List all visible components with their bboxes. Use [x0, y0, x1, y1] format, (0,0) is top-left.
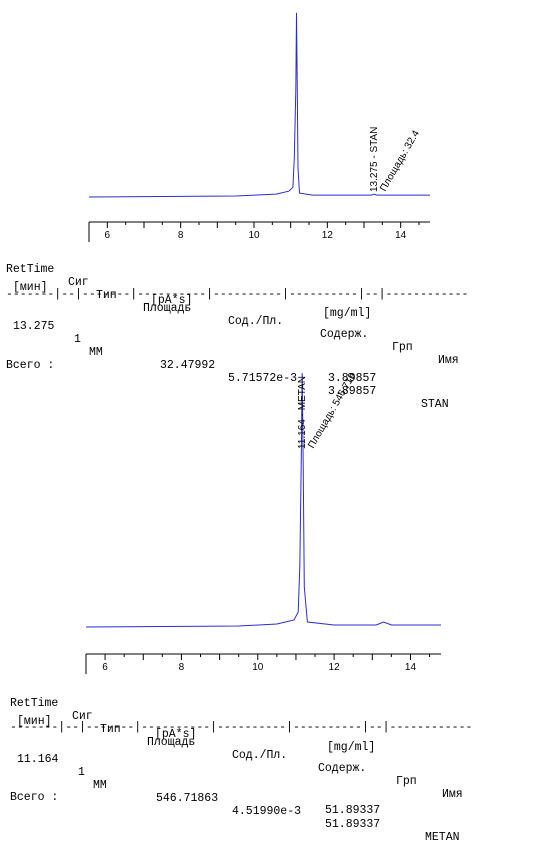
- cell-amount: 3.89857: [328, 385, 377, 398]
- total-label: Всего :: [10, 791, 59, 804]
- table-2-total: Всего : 51.89337: [10, 778, 380, 817]
- cell-area: 32.47992: [160, 359, 216, 372]
- col-header-amount: Содерж.: [320, 328, 369, 341]
- x-tick-label: 10: [248, 230, 260, 241]
- peak-area-label: Площадь: 546.719: [306, 371, 358, 451]
- cell-type: MM: [93, 779, 107, 792]
- table-2-header-row-1: RetTime Сиг Тип Площадь Сод./Пл. Содерж.…: [10, 684, 463, 801]
- peak-label: 11.164 - METAN: [297, 376, 308, 449]
- col-header-rettime: RetTime: [6, 263, 55, 276]
- chromatogram-1-x-axis: 6 8 10 12 14: [88, 221, 430, 242]
- col-header-name: Имя: [438, 354, 459, 367]
- cell-sig: 1: [74, 333, 81, 346]
- chromatogram-2-trace: [85, 372, 441, 628]
- col-header-sig: Сиг: [72, 710, 93, 723]
- col-header-rettime: RetTime: [10, 697, 59, 710]
- unit-mgml: [mg/ml]: [323, 307, 372, 320]
- table-1-divider: -------|--|-------|----------|----------…: [6, 288, 469, 301]
- total-value: 51.89337: [325, 804, 381, 817]
- col-header-group: Грп: [392, 341, 413, 354]
- peak-area-label: Площадь: 32.4: [378, 128, 422, 193]
- peak-label: 13.275 - STAN: [369, 127, 380, 192]
- unit-pas: [pA*s]: [151, 294, 193, 307]
- unit-pas: [pA*s]: [155, 728, 197, 741]
- x-tick-label: 8: [178, 230, 184, 241]
- col-header-name: Имя: [442, 788, 463, 801]
- x-tick-label: 14: [395, 230, 407, 241]
- col-header-area-ratio: Сод./Пл.: [228, 315, 284, 328]
- x-tick-label: 8: [179, 662, 185, 673]
- x-tick-label: 6: [105, 230, 111, 241]
- cell-area-ratio: 5.71572e-3: [228, 372, 298, 385]
- table-1-header-row-1: RetTime Сиг Тип Площадь Сод./Пл. Содерж.…: [6, 250, 459, 367]
- cell-rettime: 13.275: [13, 320, 55, 333]
- x-tick-label: 14: [405, 662, 417, 673]
- unit-min: [мин]: [17, 715, 52, 728]
- cell-name: STAN: [421, 398, 449, 411]
- col-header-area-ratio: Сод./Пл.: [232, 749, 288, 762]
- table-2-header-row-2: [мин] [pA*s] [mg/ml]: [10, 702, 375, 754]
- table-1-header-row-2: [мин] [pA*s] [mg/ml]: [6, 268, 371, 320]
- col-header-type: Тип: [100, 723, 121, 736]
- x-tick-label: 6: [102, 662, 108, 673]
- col-header-type: Тип: [96, 289, 117, 302]
- unit-min: [мин]: [13, 281, 48, 294]
- col-header-amount: Содерж.: [318, 762, 367, 775]
- total-label: Всего :: [6, 359, 55, 372]
- chromatogram-1-trace: [88, 12, 430, 198]
- chromatogram-2-x-axis: 6 8 10 12 14: [85, 653, 441, 674]
- cell-type: MM: [89, 346, 103, 359]
- cell-amount: 51.89337: [325, 818, 381, 831]
- total-value: 3.89857: [328, 372, 377, 385]
- unit-mgml: [mg/ml]: [327, 741, 376, 754]
- col-header-area: Площадь: [147, 736, 196, 749]
- col-header-group: Грп: [396, 775, 417, 788]
- col-header-sig: Сиг: [68, 276, 89, 289]
- cell-sig: 1: [78, 766, 85, 779]
- x-tick-label: 12: [322, 230, 334, 241]
- cell-name: METAN: [425, 831, 460, 844]
- cell-rettime: 11.164: [17, 753, 59, 766]
- table-1-total: Всего : 3.89857: [6, 346, 376, 385]
- x-tick-label: 12: [329, 662, 341, 673]
- cell-area: 546.71863: [156, 792, 219, 805]
- cell-area-ratio: 4.51990e-3: [232, 805, 302, 818]
- table-2-divider: -------|--|-------|----------|----------…: [10, 721, 473, 734]
- x-tick-label: 10: [252, 662, 264, 673]
- table-1-row: 13.275 1 MM 32.47992 5.71572e-3 3.89857 …: [6, 307, 449, 411]
- col-header-area: Площадь: [143, 302, 192, 315]
